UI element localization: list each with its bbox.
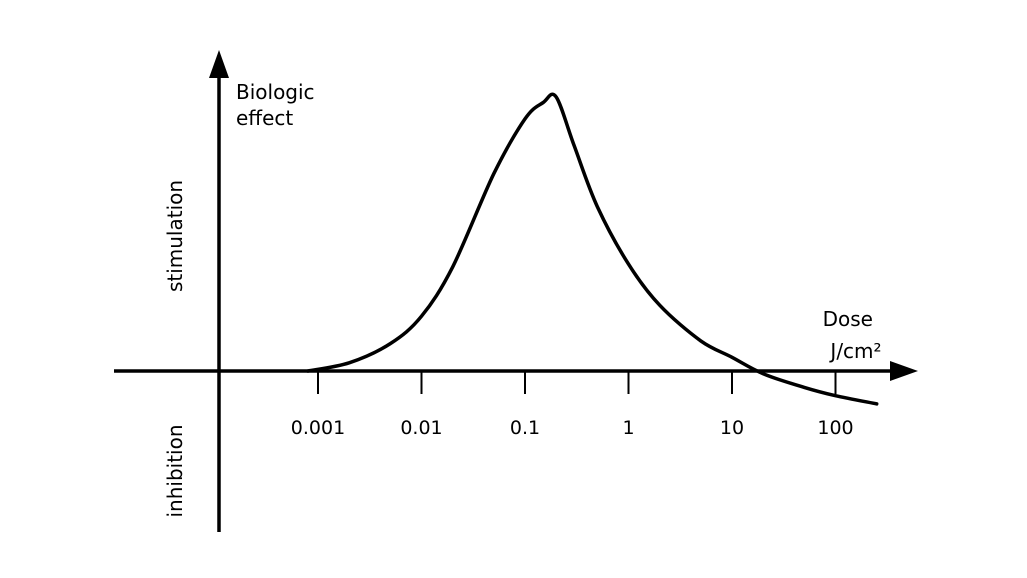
- stimulation-label: stimulation: [163, 180, 187, 292]
- x-tick-label: 0.001: [291, 417, 345, 439]
- x-tick-label: 10: [720, 417, 744, 439]
- series-line: [306, 92, 879, 406]
- inhibition-label: inhibition: [163, 424, 187, 517]
- y-axis-label-line-2: effect: [236, 106, 293, 130]
- y-axis-label: Biologic effect: [236, 80, 321, 130]
- x-tick-label: 1: [622, 417, 634, 439]
- x-tick-label: 0.1: [510, 417, 540, 439]
- x-axis-label: Dose J/cm²: [823, 307, 882, 363]
- x-axis-arrow-icon: [890, 361, 918, 381]
- x-tick-label: 0.01: [400, 417, 442, 439]
- x-axis-label-line-1: Dose: [823, 307, 873, 331]
- y-axis-label-line-1: Biologic: [236, 80, 315, 104]
- x-ticks: 0.001 0.01 0.1 1 10 100: [291, 371, 854, 439]
- x-axis-label-line-2: J/cm²: [828, 339, 881, 363]
- x-tick-label: 100: [817, 417, 853, 439]
- y-axis-arrow-icon: [209, 50, 229, 78]
